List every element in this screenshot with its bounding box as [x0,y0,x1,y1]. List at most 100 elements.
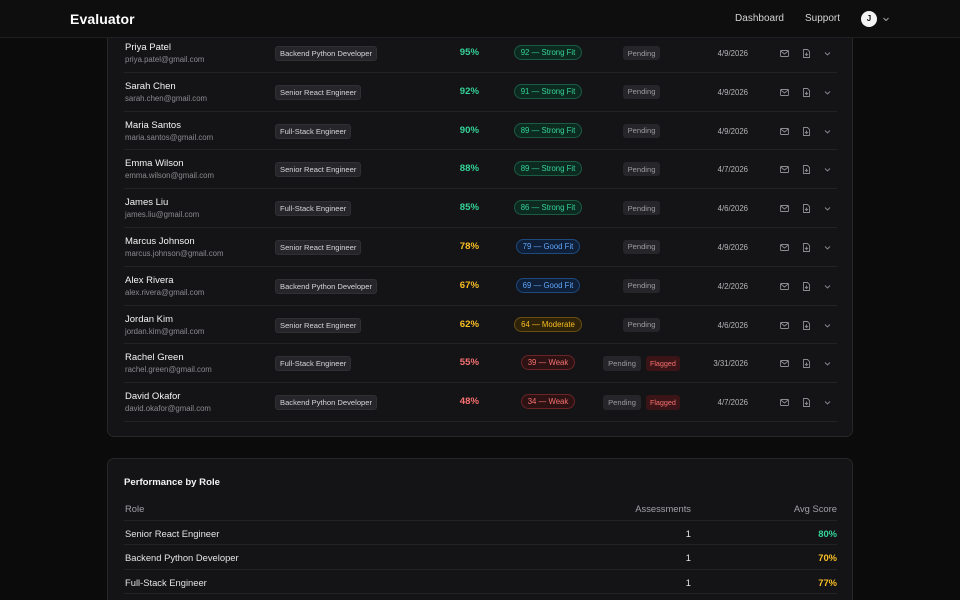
candidate-email: maria.santos@gmail.com [125,132,214,142]
download-report-icon[interactable] [801,320,812,331]
assessment-date: 3/31/2026 [713,359,748,369]
table-row[interactable]: James Liu james.liu@gmail.com Full-Stack E… [124,189,837,228]
mail-icon[interactable] [779,203,790,214]
assessment-count: 1 [685,576,691,588]
avg-score: 77% [818,576,837,588]
nav-dashboard-link[interactable]: Dashboard [735,13,784,24]
table-row[interactable]: Emma Wilson emma.wilson@gmail.com Senior R… [124,150,837,190]
candidate-email: rachel.green@gmail.com [125,365,212,375]
score-percent: 85% [459,202,479,214]
mail-icon[interactable] [779,281,790,292]
avg-score: 70% [818,552,837,564]
expand-chevron-icon[interactable] [822,320,833,331]
table-row[interactable]: Sarah Chen sarah.chen@gmail.com Senior Rea… [124,73,837,112]
table-row[interactable]: David Okafor david.okafor@gmail.com Backen… [124,383,837,422]
candidates-card: Priya Patel priya.patel@gmail.com Backend … [107,20,853,437]
score-percent: 48% [459,396,479,408]
table-row[interactable]: Rachel Green rachel.green@gmail.com Full-S… [124,344,837,384]
download-report-icon[interactable] [801,164,812,175]
candidate-email: jordan.kim@gmail.com [125,326,205,336]
download-report-icon[interactable] [801,358,812,369]
expand-chevron-icon[interactable] [822,126,833,137]
mail-icon[interactable] [779,242,790,253]
role-badge: Backend Python Developer [275,395,378,411]
expand-chevron-icon[interactable] [822,48,833,59]
role-badge: Senior React Engineer [275,239,362,255]
flagged-badge: Flagged [645,395,680,411]
role-badge: Backend Python Developer [275,46,378,61]
expand-chevron-icon[interactable] [822,281,833,292]
status-badge: Pending [622,317,661,332]
fit-badge: 69 — Good Fit [515,277,581,293]
expand-chevron-icon[interactable] [822,87,833,98]
main-nav: Dashboard Support J [714,10,890,27]
role-badge: Senior React Engineer [275,84,362,100]
avg-score: 80% [818,527,837,539]
chevron-down-icon [882,15,890,23]
user-menu-button[interactable]: J [861,10,890,27]
table-row[interactable]: Priya Patel priya.patel@gmail.com Backend … [124,34,837,73]
mail-icon[interactable] [779,164,790,175]
candidate-email: alex.rivera@gmail.com [125,287,205,297]
status-badge: Pending [622,239,661,254]
score-percent: 92% [459,85,479,97]
status-badge: Pending [622,46,661,60]
table-row[interactable]: Marcus Johnson marcus.johnson@gmail.com Se… [124,228,837,267]
role-badge: Backend Python Developer [275,278,378,294]
score-percent: 78% [459,240,479,252]
flagged-badge: Flagged [645,356,680,372]
score-percent: 88% [459,163,479,175]
assessment-date: 4/7/2026 [717,165,748,175]
assessment-date: 4/9/2026 [717,242,748,252]
download-report-icon[interactable] [801,242,812,253]
fit-badge: 91 — Strong Fit [513,83,583,99]
status-badge: Pending [603,395,641,411]
download-report-icon[interactable] [801,48,812,59]
mail-icon[interactable] [779,48,790,59]
score-percent: 55% [459,357,479,369]
candidate-name: Maria Santos [125,119,181,131]
app-brand[interactable]: Evaluator [70,10,135,27]
candidate-email: sarah.chen@gmail.com [125,93,208,103]
role-badge: Full-Stack Engineer [275,123,352,139]
mail-icon[interactable] [779,126,790,137]
performance-title: Performance by Role [124,477,220,488]
fit-badge: 64 — Moderate [514,316,582,332]
performance-card: Performance by Role Role Assessments Avg… [107,458,853,600]
performance-row: Senior React Engineer 1 80% [124,521,837,546]
expand-chevron-icon[interactable] [822,164,833,175]
download-report-icon[interactable] [801,126,812,137]
download-report-icon[interactable] [801,281,812,292]
assessment-date: 4/6/2026 [717,204,748,214]
table-row[interactable]: Maria Santos maria.santos@gmail.com Full-S… [124,112,837,151]
role-name: Senior React Engineer [125,527,220,539]
expand-chevron-icon[interactable] [822,242,833,253]
role-name: Full-Stack Engineer [125,576,207,588]
download-report-icon[interactable] [801,87,812,98]
mail-icon[interactable] [779,87,790,98]
table-row[interactable]: Alex Rivera alex.rivera@gmail.com Backend … [124,267,837,306]
role-badge: Senior React Engineer [275,317,362,333]
nav-support-link[interactable]: Support [804,13,840,24]
performance-row: Full-Stack Engineer 1 77% [124,570,837,595]
mail-icon[interactable] [779,358,790,369]
mail-icon[interactable] [779,320,790,331]
mail-icon[interactable] [779,397,790,408]
expand-chevron-icon[interactable] [822,397,833,408]
assessment-date: 4/9/2026 [717,126,748,136]
status-badge: Pending [622,84,661,99]
candidate-name: Priya Patel [125,42,171,53]
expand-chevron-icon[interactable] [822,203,833,214]
candidate-name: Alex Rivera [125,274,174,286]
avatar: J [861,10,877,27]
candidate-name: David Okafor [125,391,181,403]
table-row[interactable]: Jordan Kim jordan.kim@gmail.com Senior Rea… [124,306,837,345]
candidate-email: emma.wilson@gmail.com [125,171,214,181]
download-report-icon[interactable] [801,397,812,408]
candidate-name: James Liu [125,197,169,209]
download-report-icon[interactable] [801,203,812,214]
fit-badge: 92 — Strong Fit [513,45,583,60]
column-header-avg-score: Avg Score [793,503,837,514]
expand-chevron-icon[interactable] [822,358,833,369]
candidate-email: marcus.johnson@gmail.com [125,248,224,258]
